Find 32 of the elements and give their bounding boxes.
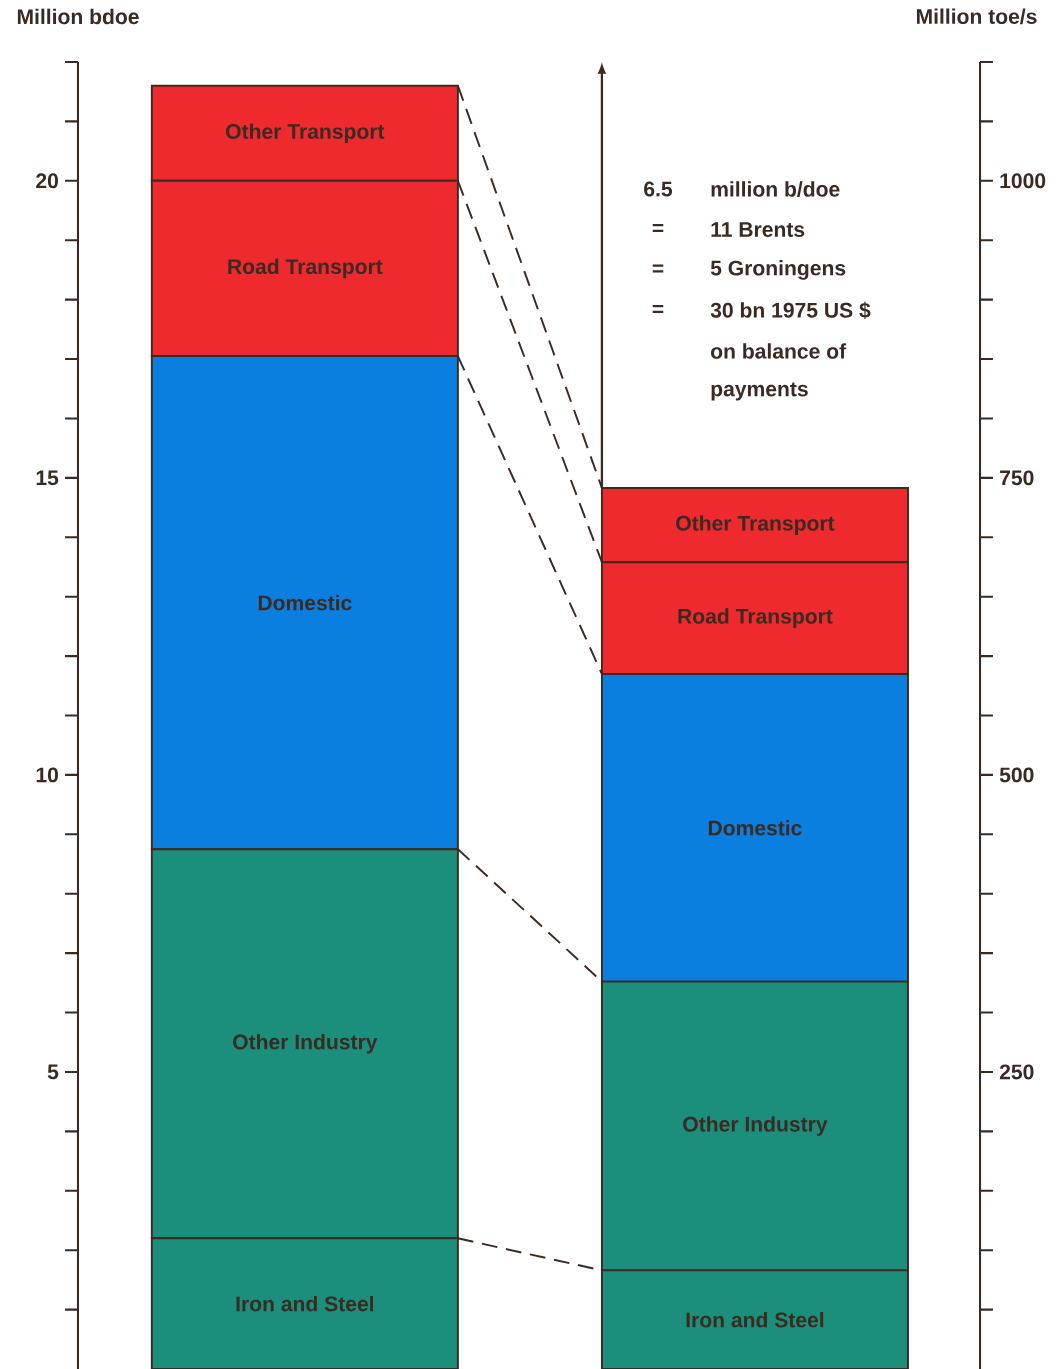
annotation: on balance of xyxy=(711,343,847,359)
series-label: Domestic xyxy=(258,594,352,611)
text: Iron and Steel xyxy=(236,1295,374,1312)
annotation: = xyxy=(652,264,664,273)
annotation: 6.5 xyxy=(644,181,673,197)
text: Other Transport xyxy=(226,123,385,144)
annotation: payments xyxy=(711,382,808,401)
y2-tick-label: 750 xyxy=(1000,470,1034,486)
text: Other Industry xyxy=(683,1116,828,1136)
y2-tick-label: 250 xyxy=(999,1064,1034,1080)
annotation: 11 Brents xyxy=(711,222,805,237)
y2-axis-title: Million toe/s xyxy=(916,8,1037,25)
annotation: million b/doe xyxy=(711,181,840,197)
annotation: 5 Groningens xyxy=(710,260,846,280)
series-label: Iron and Steel xyxy=(686,1311,824,1328)
annotation: = xyxy=(652,224,664,233)
text: Road Transport xyxy=(228,258,383,279)
y2-tick-label: 1000 xyxy=(1000,173,1046,189)
y2-tick-label: 500 xyxy=(999,767,1034,783)
y-tick-label: 10 xyxy=(36,767,58,783)
y-tick-label: 15 xyxy=(36,470,59,486)
annotation: = xyxy=(652,304,664,313)
series-label: Other Industry xyxy=(233,1033,378,1054)
text: Domestic xyxy=(708,820,802,836)
y-tick-label: 5 xyxy=(47,1064,59,1080)
y-tick-label: 20 xyxy=(36,173,58,189)
series-label: Other Transport xyxy=(676,515,835,535)
annotation: 30 bn 1975 US $ xyxy=(710,301,871,320)
series-label: Road Transport xyxy=(678,608,833,628)
bar xyxy=(150,1237,459,1369)
y-axis-title: Million bdoe xyxy=(17,8,139,25)
bar xyxy=(600,1269,909,1369)
